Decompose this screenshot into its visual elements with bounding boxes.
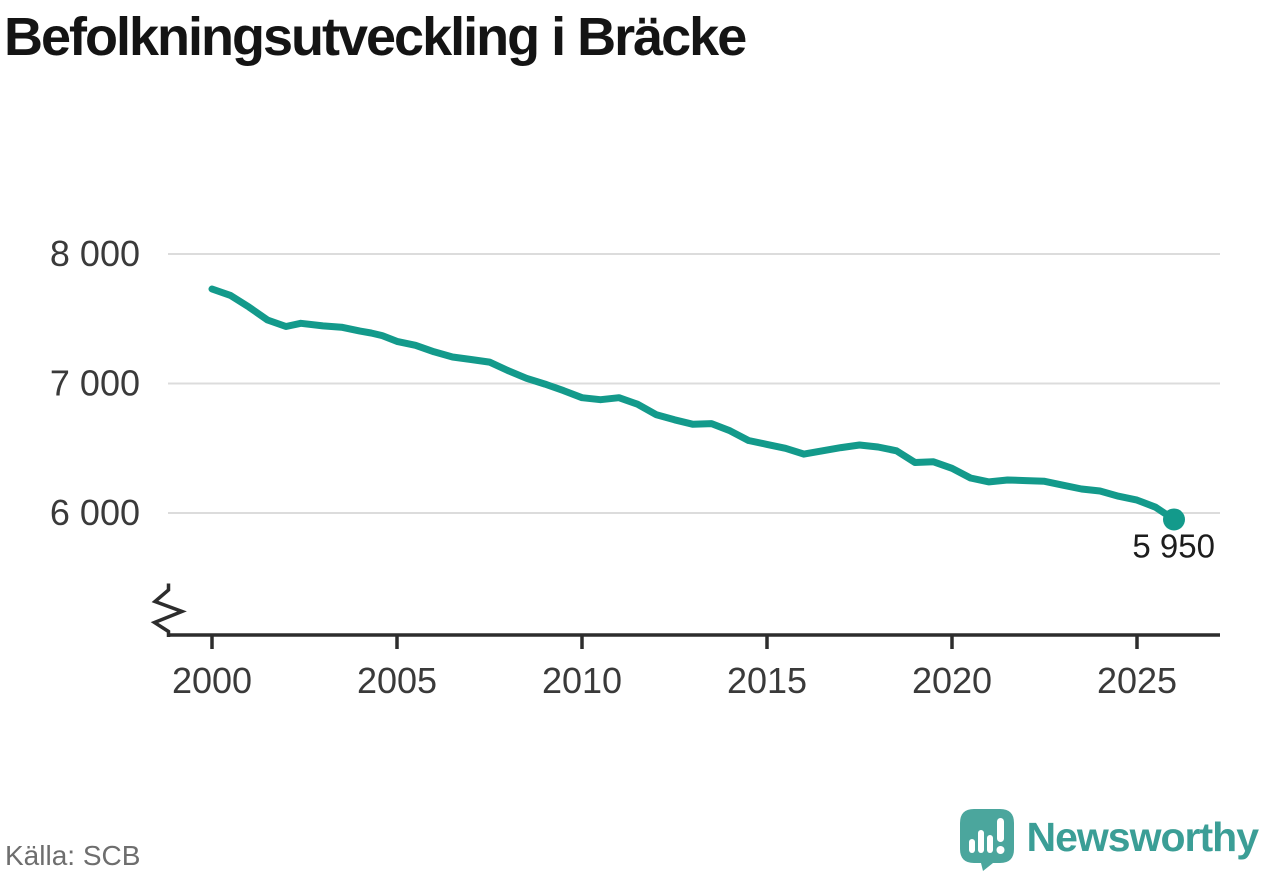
data-line (208, 285, 1178, 523)
y-tick-label: 6 000 (50, 492, 140, 533)
newsworthy-logo: Newsworthy (959, 809, 1259, 871)
axis-break-icon (150, 583, 187, 637)
page-title: Befolkningsutveckling i Bräcke (4, 7, 747, 67)
newsworthy-logo-text: Newsworthy (1026, 813, 1259, 860)
y-tick-label: 8 000 (50, 233, 140, 274)
bar-small (968, 839, 975, 853)
exclamation-bar (996, 818, 1004, 842)
x-tick-label: 2020 (912, 660, 992, 701)
x-tick-label: 2000 (172, 660, 252, 701)
y-tick-label: 7 000 (50, 363, 140, 404)
bar-tall (977, 830, 984, 853)
source-label: Källa: SCB (5, 840, 141, 871)
bar-chart-speech-bubble-icon (959, 809, 1014, 871)
latest-value-label: 5 950 (1132, 527, 1215, 564)
exclamation-dot (996, 846, 1004, 854)
x-tick-label: 2005 (357, 660, 437, 701)
x-tick-label: 2025 (1097, 660, 1177, 701)
x-tick-label: 2015 (727, 660, 807, 701)
data-point-latest (1163, 508, 1185, 531)
x-tick-label: 2010 (542, 660, 622, 701)
bar-mid (986, 835, 993, 853)
